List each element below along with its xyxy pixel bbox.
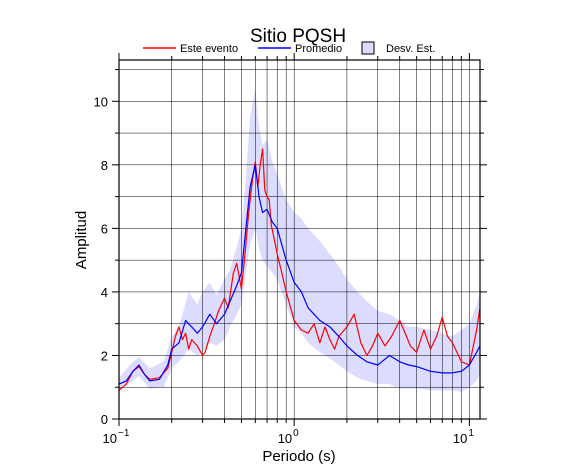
y-tick-label: 8 — [101, 158, 108, 173]
y-axis-title: Amplitud — [73, 211, 90, 269]
y-tick-label: 0 — [101, 412, 108, 427]
x-tick-label-exponent: 0 — [293, 428, 299, 439]
x-axis-title: Periodo (s) — [262, 448, 335, 465]
grid-layer — [119, 60, 480, 419]
x-tick-label-base: 10 — [453, 431, 467, 446]
legend-label-promedio: Promedio — [295, 43, 342, 55]
legend-label-este-evento: Este evento — [180, 43, 238, 55]
chart-title: Sitio PQSH — [250, 26, 346, 47]
series-line-promedio — [118, 164, 481, 385]
legend-swatch-desv-est — [361, 41, 375, 55]
x-tick-label-exponent: −1 — [118, 428, 130, 439]
legend: Este evento Promedio Desv. Est. — [143, 41, 435, 55]
y-tick-label: 6 — [101, 221, 108, 236]
y-tick-label: 10 — [94, 94, 108, 109]
x-tick-label-base: 10 — [278, 431, 292, 446]
plot-frame — [118, 59, 481, 420]
x-tick-label: 10 0 — [278, 428, 299, 446]
x-tick-label: 10 1 — [453, 428, 474, 446]
series-line-este-evento — [118, 148, 481, 391]
y-tick-label: 4 — [101, 285, 108, 300]
y-tick-label: 2 — [101, 348, 108, 363]
x-tick-label-base: 10 — [103, 431, 117, 446]
x-tick-label: 10 −1 — [103, 428, 130, 446]
x-tick-label-exponent: 1 — [468, 428, 474, 439]
legend-label-desv-est: Desv. Est. — [386, 43, 435, 55]
series-layer — [118, 148, 481, 391]
